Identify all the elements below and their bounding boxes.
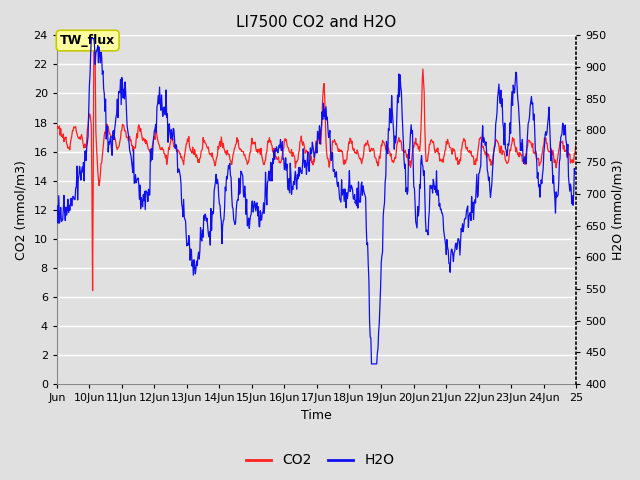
Title: LI7500 CO2 and H2O: LI7500 CO2 and H2O: [236, 15, 397, 30]
Y-axis label: CO2 (mmol/m3): CO2 (mmol/m3): [15, 160, 28, 260]
Text: TW_flux: TW_flux: [60, 34, 115, 47]
Y-axis label: H2O (mmol/m3): H2O (mmol/m3): [612, 159, 625, 260]
Legend: CO2, H2O: CO2, H2O: [240, 448, 400, 473]
X-axis label: Time: Time: [301, 409, 332, 422]
